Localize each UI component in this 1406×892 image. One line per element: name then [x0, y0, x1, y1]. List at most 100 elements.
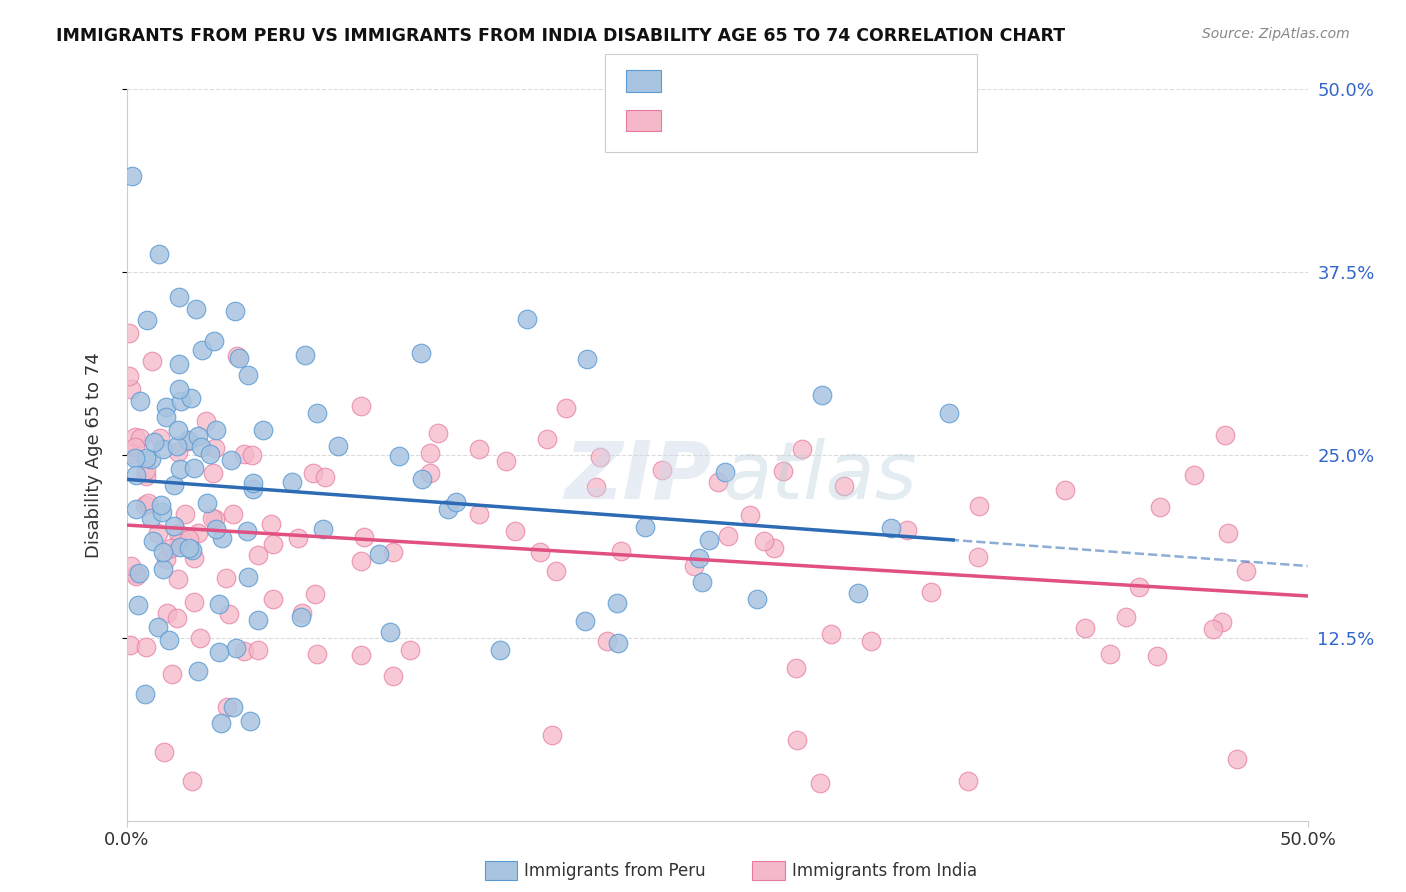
- Point: [125, 566, 148, 581]
- Point: [1213, 427, 1236, 442]
- Point: [437, 502, 460, 516]
- Point: [166, 611, 188, 625]
- Point: [820, 627, 842, 641]
- Point: [183, 594, 205, 608]
- Point: [134, 498, 156, 512]
- Point: [219, 453, 242, 467]
- Point: [188, 632, 211, 646]
- Point: [1211, 615, 1233, 629]
- Point: [150, 505, 173, 519]
- Point: [142, 435, 165, 450]
- Point: [399, 642, 422, 657]
- Point: [419, 446, 441, 460]
- Point: [314, 470, 336, 484]
- Point: [167, 382, 190, 396]
- Point: [529, 544, 551, 558]
- Text: Source: ZipAtlas.com: Source: ZipAtlas.com: [1202, 27, 1350, 41]
- Point: [208, 645, 231, 659]
- Text: R =: R =: [672, 112, 710, 129]
- Point: [118, 368, 141, 383]
- Point: [187, 526, 209, 541]
- Point: [290, 609, 312, 624]
- Point: [495, 454, 517, 468]
- Point: [262, 591, 284, 606]
- Point: [1054, 483, 1077, 497]
- Point: [202, 334, 225, 348]
- Point: [134, 687, 156, 701]
- Text: IMMIGRANTS FROM PERU VS IMMIGRANTS FROM INDIA DISABILITY AGE 65 TO 74 CORRELATIO: IMMIGRANTS FROM PERU VS IMMIGRANTS FROM …: [56, 27, 1066, 45]
- Point: [174, 507, 197, 521]
- Point: [177, 434, 200, 448]
- Point: [252, 423, 274, 437]
- Point: [205, 522, 228, 536]
- Point: [167, 573, 190, 587]
- Point: [152, 442, 174, 456]
- Point: [139, 511, 162, 525]
- Point: [222, 507, 245, 521]
- Point: [808, 776, 831, 790]
- Point: [367, 547, 389, 561]
- Point: [738, 508, 761, 522]
- Text: N =: N =: [766, 112, 806, 129]
- Point: [1098, 647, 1121, 661]
- Point: [167, 357, 190, 371]
- Point: [745, 591, 768, 606]
- Point: [938, 406, 960, 420]
- Point: [128, 566, 150, 581]
- Point: [1115, 610, 1137, 624]
- Point: [832, 479, 855, 493]
- Text: atlas: atlas: [723, 438, 918, 516]
- Point: [177, 541, 200, 555]
- Point: [218, 607, 240, 621]
- Point: [287, 532, 309, 546]
- Point: [427, 425, 450, 440]
- Point: [409, 345, 432, 359]
- Point: [792, 442, 814, 456]
- Point: [262, 537, 284, 551]
- Point: [489, 642, 512, 657]
- Point: [772, 464, 794, 478]
- Point: [247, 549, 270, 563]
- Point: [596, 633, 619, 648]
- Text: Immigrants from Peru: Immigrants from Peru: [524, 862, 706, 880]
- Point: [118, 638, 141, 652]
- Point: [155, 400, 177, 414]
- Point: [713, 465, 735, 479]
- Point: [305, 647, 328, 661]
- Point: [233, 447, 256, 461]
- Point: [149, 498, 172, 512]
- Point: [240, 448, 263, 462]
- Point: [260, 517, 283, 532]
- Point: [155, 607, 177, 621]
- Point: [411, 472, 433, 486]
- Point: [444, 495, 467, 509]
- Point: [896, 523, 918, 537]
- Text: -0.148: -0.148: [707, 72, 769, 90]
- Point: [1149, 500, 1171, 515]
- Point: [187, 429, 209, 443]
- Point: [195, 496, 218, 510]
- Point: [191, 343, 214, 357]
- Point: [860, 633, 883, 648]
- Point: [136, 312, 159, 326]
- Point: [468, 507, 491, 521]
- Point: [235, 524, 257, 538]
- Point: [215, 571, 238, 585]
- Point: [166, 445, 188, 459]
- Point: [124, 430, 146, 444]
- Point: [555, 401, 578, 415]
- Point: [128, 394, 150, 409]
- Point: [956, 773, 979, 788]
- Point: [170, 393, 193, 408]
- Point: [350, 554, 373, 568]
- Point: [688, 551, 710, 566]
- Point: [419, 466, 441, 480]
- Point: [120, 558, 142, 573]
- Text: 118: 118: [801, 112, 838, 129]
- Point: [634, 520, 657, 534]
- Point: [536, 432, 558, 446]
- Point: [326, 439, 349, 453]
- Point: [589, 450, 612, 465]
- Point: [349, 399, 371, 413]
- Point: [162, 519, 184, 533]
